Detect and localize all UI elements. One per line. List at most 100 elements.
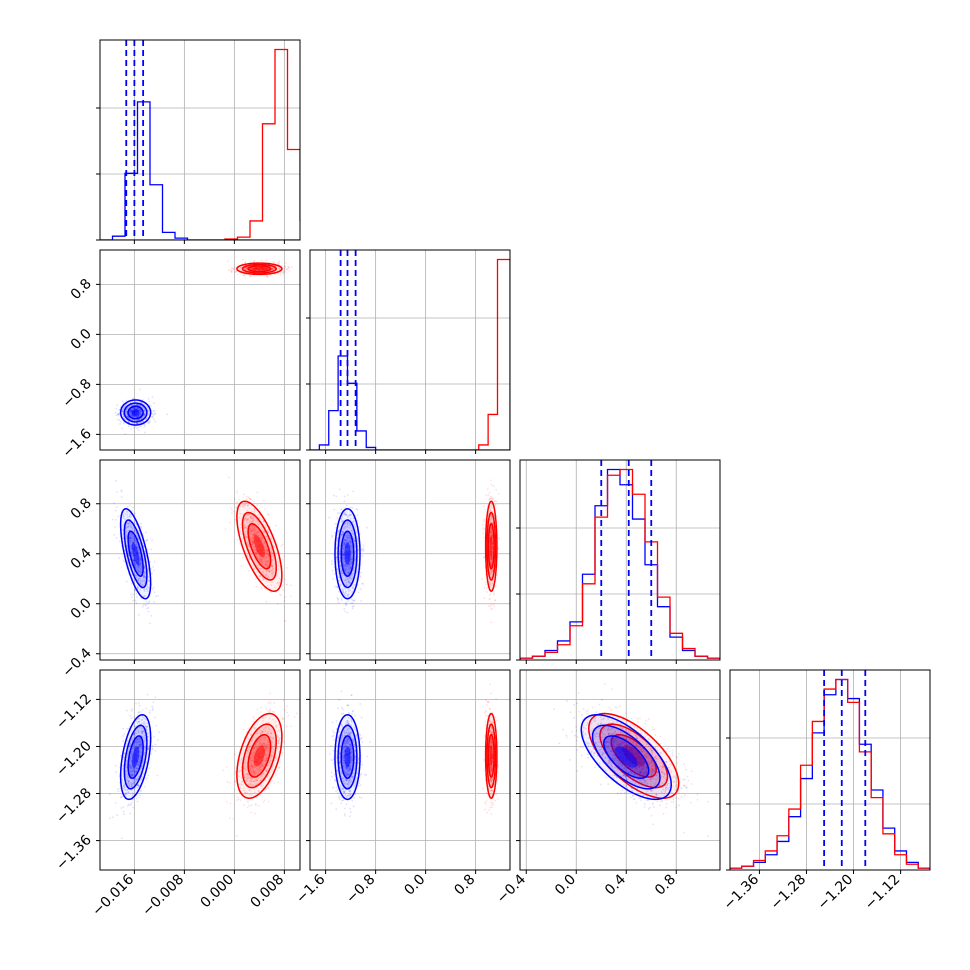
sample-point (130, 413, 133, 416)
sample-point (123, 415, 125, 418)
sample-point (246, 553, 249, 556)
sample-point (335, 495, 338, 498)
contour-red (253, 535, 265, 558)
sample-point (286, 711, 289, 714)
sample-point (131, 415, 134, 418)
sample-point (255, 804, 257, 807)
sample-point (351, 607, 354, 610)
sample-point (252, 500, 255, 503)
sample-point (253, 259, 256, 262)
sample-point (142, 544, 145, 547)
sample-point (147, 590, 149, 592)
sample-point (255, 530, 258, 533)
sample-point (289, 595, 292, 598)
sample-point (136, 427, 138, 430)
sample-point (260, 537, 263, 539)
sample-point (235, 270, 238, 273)
sample-point (148, 422, 150, 425)
sample-point (250, 515, 253, 518)
sample-point (266, 560, 269, 563)
sample-point (490, 526, 493, 529)
sample-point (151, 572, 153, 575)
sample-point (135, 563, 137, 566)
sample-point (246, 513, 249, 516)
sample-point (265, 267, 268, 270)
sample-point (143, 572, 146, 575)
sample-point (483, 587, 486, 589)
sample-point (254, 533, 256, 536)
sample-point (282, 581, 285, 584)
sample-point (254, 578, 257, 580)
sample-point (233, 788, 236, 791)
sample-point (252, 565, 255, 567)
sample-point (491, 569, 494, 572)
sample-point (258, 517, 261, 519)
sample-point (131, 419, 134, 421)
sample-point (278, 561, 280, 564)
sample-point (141, 398, 144, 401)
sample-point (121, 400, 124, 403)
sample-point (128, 523, 130, 525)
sample-point (270, 555, 273, 558)
sample-point (140, 527, 142, 529)
sample-point (229, 506, 232, 509)
sample-point (148, 412, 150, 415)
sample-point (264, 267, 267, 270)
sample-point (134, 563, 137, 566)
sample-point (125, 411, 127, 413)
sample-point (230, 269, 233, 272)
sample-point (267, 560, 270, 563)
y-tick-label: 0.8 (68, 276, 95, 303)
sample-point (255, 552, 258, 555)
sample-point (137, 529, 140, 532)
sample-point (243, 503, 246, 506)
sample-point (116, 490, 119, 493)
sample-point (254, 532, 257, 534)
sample-point (128, 541, 131, 544)
sample-point (252, 541, 254, 543)
sample-point (143, 567, 146, 570)
sample-point (490, 528, 493, 531)
sample-point (258, 575, 261, 577)
sample-point (239, 799, 242, 802)
sample-point (247, 518, 250, 521)
sample-point (136, 422, 139, 425)
sample-point (357, 591, 360, 594)
sample-point (126, 535, 128, 538)
sample-point (250, 267, 253, 270)
sample-point (238, 269, 241, 271)
sample-point (126, 407, 129, 410)
sample-point (489, 583, 492, 585)
sample-point (133, 559, 135, 562)
sample-point (142, 603, 145, 606)
sample-point (153, 560, 156, 563)
sample-point (230, 271, 233, 274)
sample-point (252, 534, 255, 537)
sample-point (243, 516, 246, 519)
sample-point (265, 580, 268, 583)
sample-point (137, 571, 140, 574)
sample-point (334, 585, 336, 588)
sample-point (265, 574, 268, 577)
sample-point (139, 413, 142, 416)
sample-point (229, 782, 231, 784)
sample-point (250, 524, 253, 527)
sample-point (134, 415, 137, 418)
sample-point (147, 420, 150, 423)
sample-point (253, 533, 256, 536)
y-tick-label: 0.0 (68, 326, 95, 353)
sample-point (127, 526, 129, 529)
sample-point (121, 427, 124, 430)
sample-point (121, 410, 124, 413)
sample-point (128, 410, 131, 413)
sample-point (264, 267, 267, 270)
sample-point (360, 600, 363, 602)
sample-point (233, 497, 236, 500)
sample-point (129, 547, 132, 550)
sample-point (133, 561, 136, 563)
sample-point (258, 555, 261, 558)
sample-point (251, 520, 254, 523)
sample-point (153, 600, 156, 603)
sample-point (127, 416, 129, 418)
